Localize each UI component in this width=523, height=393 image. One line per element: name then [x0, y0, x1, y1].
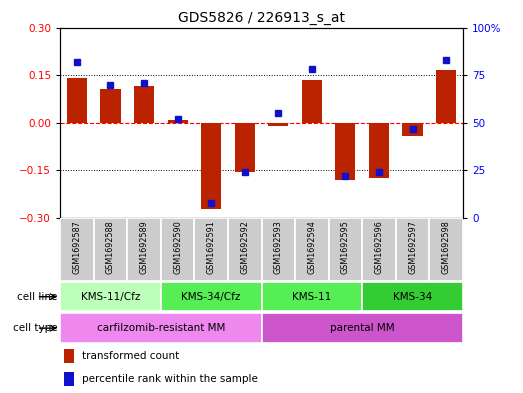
- Text: GSM1692590: GSM1692590: [173, 220, 182, 274]
- Bar: [362, 282, 463, 312]
- Text: parental MM: parental MM: [330, 323, 394, 333]
- Text: GSM1692589: GSM1692589: [140, 220, 149, 274]
- Text: carfilzomib-resistant MM: carfilzomib-resistant MM: [97, 323, 225, 333]
- Bar: [167, 119, 188, 123]
- Bar: [161, 282, 262, 312]
- Bar: [60, 313, 262, 343]
- Bar: [295, 218, 328, 281]
- Text: KMS-11: KMS-11: [292, 292, 332, 302]
- Text: GSM1692588: GSM1692588: [106, 220, 115, 274]
- Bar: [429, 218, 463, 281]
- Text: GSM1692595: GSM1692595: [341, 220, 350, 274]
- Text: KMS-11/Cfz: KMS-11/Cfz: [81, 292, 140, 302]
- Bar: [127, 218, 161, 281]
- Text: GSM1692598: GSM1692598: [441, 220, 451, 274]
- Text: transformed count: transformed count: [82, 351, 179, 361]
- Text: GSM1692594: GSM1692594: [308, 220, 316, 274]
- Bar: [328, 218, 362, 281]
- Bar: [262, 218, 295, 281]
- Bar: [94, 218, 127, 281]
- Text: GSM1692591: GSM1692591: [207, 220, 215, 274]
- Bar: [161, 218, 195, 281]
- Bar: [369, 123, 389, 178]
- Bar: [362, 218, 396, 281]
- Text: KMS-34/Cfz: KMS-34/Cfz: [181, 292, 241, 302]
- Bar: [195, 218, 228, 281]
- Text: GSM1692593: GSM1692593: [274, 220, 283, 274]
- Bar: [64, 373, 74, 386]
- Text: GSM1692596: GSM1692596: [374, 220, 383, 274]
- Bar: [60, 282, 161, 312]
- Bar: [134, 86, 154, 123]
- Bar: [100, 90, 120, 123]
- Bar: [403, 123, 423, 136]
- Bar: [335, 123, 356, 180]
- Text: GSM1692592: GSM1692592: [240, 220, 249, 274]
- Bar: [302, 80, 322, 123]
- Bar: [262, 282, 362, 312]
- Text: KMS-34: KMS-34: [393, 292, 432, 302]
- Title: GDS5826 / 226913_s_at: GDS5826 / 226913_s_at: [178, 11, 345, 25]
- Text: cell line: cell line: [17, 292, 58, 302]
- Bar: [396, 218, 429, 281]
- Bar: [60, 218, 94, 281]
- Bar: [67, 78, 87, 123]
- Text: percentile rank within the sample: percentile rank within the sample: [82, 374, 258, 384]
- Bar: [235, 123, 255, 172]
- Bar: [436, 70, 456, 123]
- Bar: [201, 123, 221, 209]
- Bar: [228, 218, 262, 281]
- Text: GSM1692587: GSM1692587: [72, 220, 82, 274]
- Text: GSM1692597: GSM1692597: [408, 220, 417, 274]
- Text: cell type: cell type: [13, 323, 58, 333]
- Bar: [64, 349, 74, 363]
- Bar: [268, 123, 288, 126]
- Bar: [262, 313, 463, 343]
